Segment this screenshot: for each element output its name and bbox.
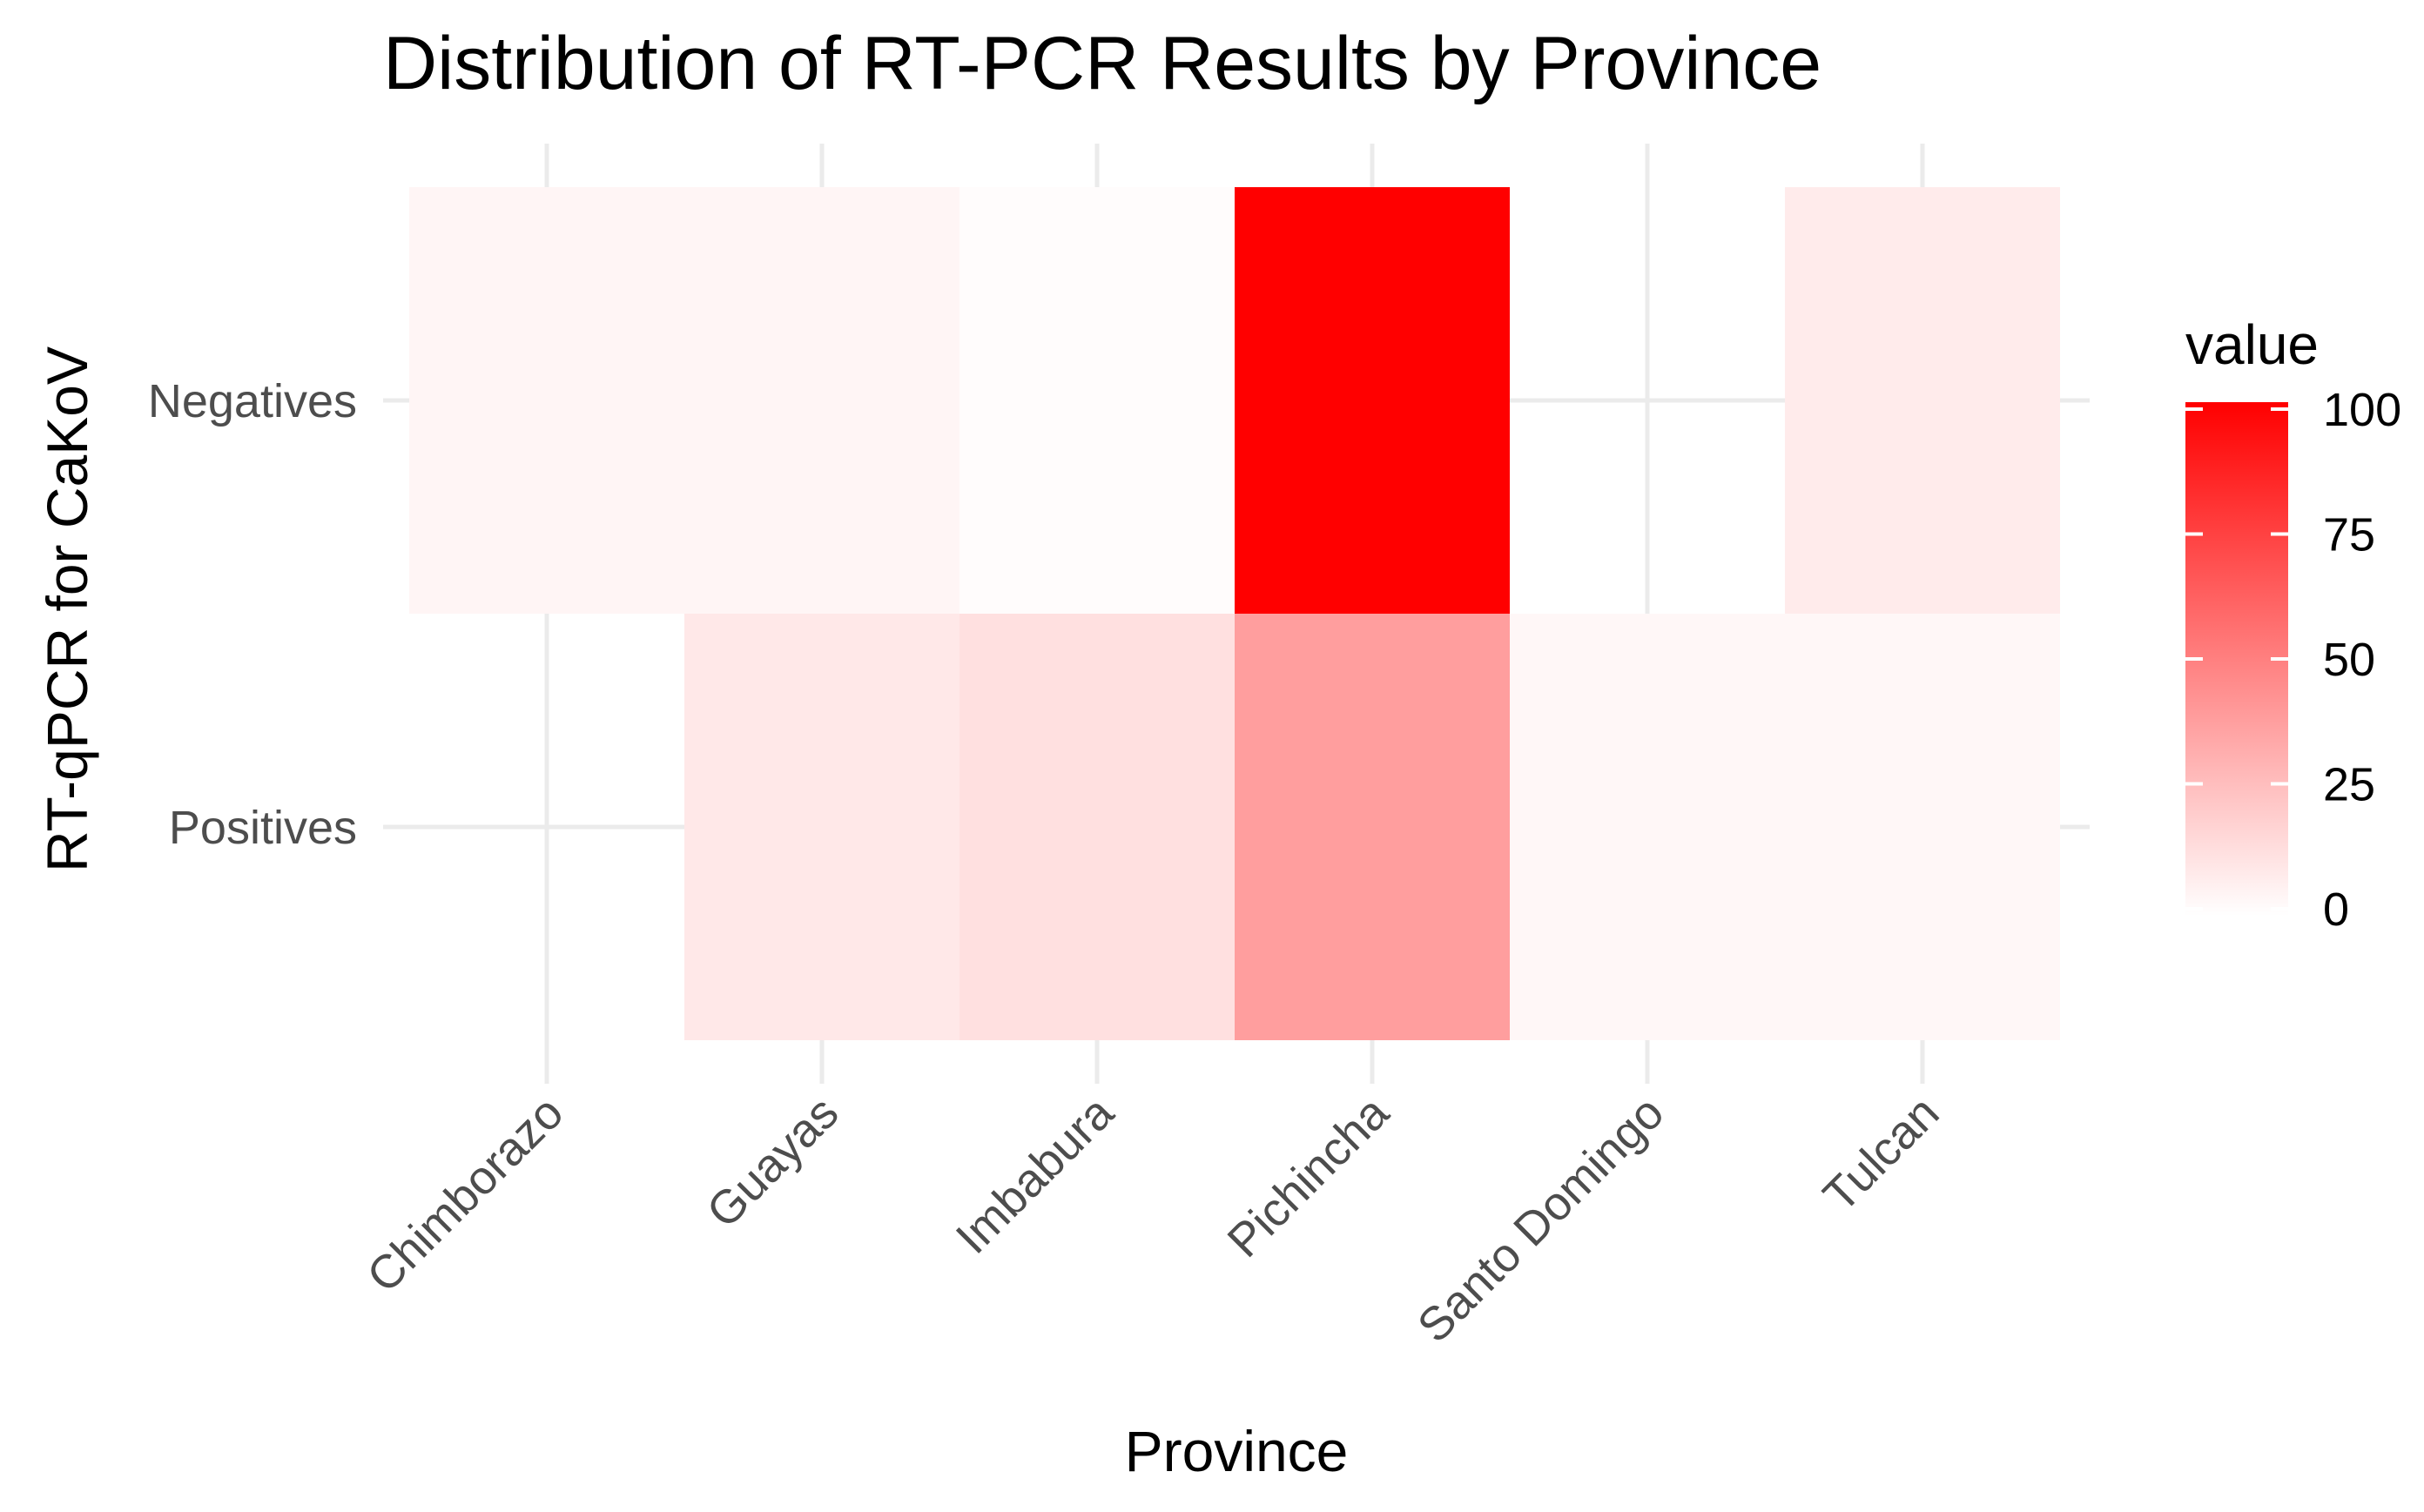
legend-tick-label: 25 [2323, 759, 2375, 811]
x-tick-label: Santo Domingo [1408, 1086, 1674, 1353]
x-tick-label: Pichincha [1217, 1085, 1399, 1267]
heatmap-cell [1235, 614, 1510, 1040]
x-tick-label: Guayas [697, 1086, 848, 1238]
x-tick-label: Imbabura [946, 1085, 1124, 1263]
chart-title: Distribution of RT-PCR Results by Provin… [383, 22, 1821, 105]
x-axis-tick-labels: Chimborazo Guayas Imbabura Pichincha Santo D… [357, 1085, 1949, 1352]
heatmap-cell [409, 187, 684, 614]
legend-tick-label: 50 [2323, 634, 2375, 686]
legend-tick-label: 0 [2323, 884, 2349, 936]
heatmap-cell [684, 187, 960, 614]
x-tick-label: Chimborazo [357, 1086, 573, 1302]
heatmap-cell [1785, 614, 2060, 1040]
y-tick-label: Positives [169, 802, 357, 854]
y-tick-label: Negatives [148, 375, 357, 427]
legend-tick-label: 75 [2323, 509, 2375, 561]
color-legend: value 0 25 50 75 100 [2185, 313, 2401, 936]
x-tick-label: Tulcan [1814, 1086, 1949, 1222]
legend-tick-label: 100 [2323, 384, 2401, 436]
heatmap-cell [684, 614, 960, 1040]
legend-ticks: 0 25 50 75 100 [2185, 384, 2401, 936]
heatmap-cell [1235, 187, 1510, 614]
heatmap-cell [960, 187, 1235, 614]
heatmap-cells [409, 187, 2060, 1040]
heatmap-cell [1785, 187, 2060, 614]
y-axis-tick-labels: Positives Negatives [148, 375, 357, 854]
y-axis-title: RT-qPCR for CaKoV [35, 346, 99, 872]
x-axis-title: Province [1125, 1419, 1349, 1483]
legend-title: value [2185, 313, 2319, 376]
heatmap-cell [1510, 614, 1785, 1040]
heatmap-cell [960, 614, 1235, 1040]
